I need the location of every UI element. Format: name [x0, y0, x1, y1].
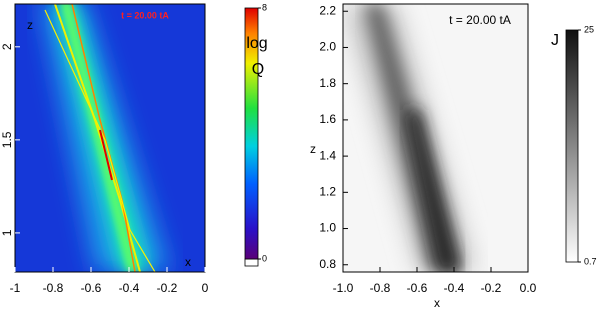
j-map: [343, 4, 528, 272]
x-tick-label: -1: [10, 281, 21, 295]
x-tick-label: -1.0: [333, 281, 354, 295]
y-tick-label: 2: [0, 43, 14, 50]
colorbar-tick-label: 0: [262, 253, 267, 263]
colorbar-label: Q: [252, 61, 264, 78]
y-tick-label: 1.5: [0, 131, 14, 148]
y-tick-label: 0.8: [319, 257, 336, 271]
colorbar-label: J: [551, 32, 559, 49]
y-tick-label: 1.4: [319, 148, 336, 162]
x-tick-label: -0.4: [119, 281, 140, 295]
x-tick-label: -0.2: [481, 281, 502, 295]
colorbar: [244, 7, 259, 260]
colorbar-label: log: [246, 35, 267, 52]
y-tick-label: 1.8: [319, 76, 336, 90]
y-tick-label: 2.2: [319, 3, 336, 17]
x-axis-label: x: [434, 296, 440, 309]
colorbar: [565, 29, 579, 263]
y-axis-label: z: [27, 18, 33, 32]
y-tick-label: 1.0: [319, 221, 336, 235]
x-axis-label: x: [185, 255, 191, 269]
x-tick-label: -0.6: [407, 281, 428, 295]
x-tick-label: -0.6: [81, 281, 102, 295]
colorbar-floor: [244, 258, 259, 267]
plot-frame: [342, 3, 529, 273]
y-tick-label: 2.0: [319, 40, 336, 54]
y-tick-label: 1.6: [319, 112, 336, 126]
x-tick-label: -0.8: [370, 281, 391, 295]
x-tick-label: 0: [202, 281, 209, 295]
q-map: [15, 4, 205, 272]
colorbar-tick-label: 8: [262, 2, 267, 12]
y-axis-label: z: [310, 142, 316, 156]
x-tick-label: -0.4: [444, 281, 465, 295]
x-tick-label: 0.0: [520, 281, 537, 295]
y-tick-label: 1.2: [319, 184, 336, 198]
x-tick-label: -0.2: [157, 281, 178, 295]
annotation: t = 20.00 tA: [449, 13, 511, 27]
annotation: t = 20.00 tA: [121, 10, 169, 20]
colorbar-tick-label: 25: [584, 24, 594, 34]
colorbar-tick-label: 0.7: [584, 256, 597, 266]
plot-frame: [14, 3, 206, 273]
y-tick-label: 1: [0, 229, 14, 236]
x-tick-label: -0.8: [43, 281, 64, 295]
